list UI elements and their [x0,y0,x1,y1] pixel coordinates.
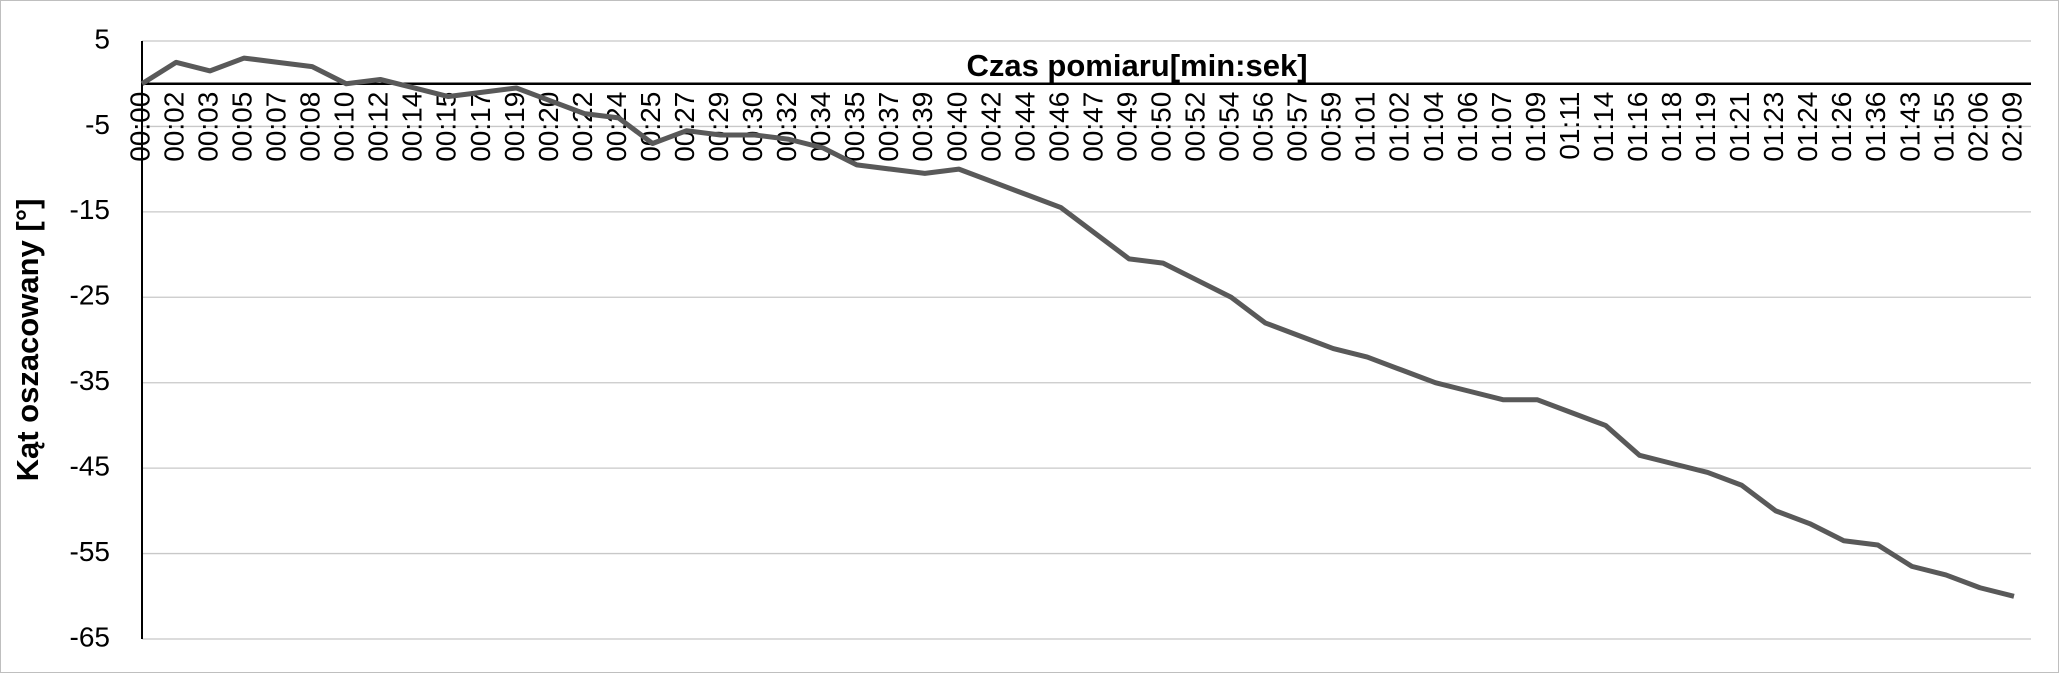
y-tick-label: -65 [70,621,110,652]
x-tick-label: 02:06 [1962,92,1993,162]
x-tick-label: 00:32 [771,92,802,162]
x-tick-label: 00:05 [226,92,257,162]
x-tick-label: 01:09 [1520,92,1551,162]
x-tick-label: 01:16 [1622,92,1653,162]
y-tick-label: -45 [70,451,110,482]
x-tick-label: 00:00 [124,92,155,162]
x-tick-label: 00:22 [567,92,598,162]
x-tick-label: 00:14 [397,92,428,162]
x-tick-label: 00:52 [1180,92,1211,162]
x-tick-label: 01:07 [1486,92,1517,162]
x-tick-label: 00:44 [1009,92,1040,162]
x-tick-label: 01:23 [1758,92,1789,162]
x-tick-label: 01:19 [1690,92,1721,162]
y-tick-label: -5 [85,109,110,140]
x-tick-label: 00:17 [465,92,496,162]
y-tick-label: -15 [70,194,110,225]
x-tick-label: 00:27 [669,92,700,162]
y-tick-label: -25 [70,280,110,311]
x-tick-label: 00:47 [1077,92,1108,162]
x-tick-label: 00:07 [261,92,292,162]
x-tick-label: 00:46 [1043,92,1074,162]
x-tick-label: 00:30 [737,92,768,162]
x-tick-label: 00:54 [1214,92,1245,162]
y-axis-title: Kąt oszacowany [°] [10,199,45,482]
x-tick-label: 00:02 [158,92,189,162]
x-tick-label: 01:04 [1418,92,1449,162]
x-tick-label: 00:49 [1111,92,1142,162]
x-tick-label: 00:08 [295,92,326,162]
x-tick-label: 01:14 [1588,92,1619,162]
x-tick-label: 00:15 [431,92,462,162]
x-tick-label: 00:10 [329,92,360,162]
x-tick-label: 00:57 [1282,92,1313,162]
x-tick-label: 00:03 [192,92,223,162]
x-axis-title: Czas pomiaru[min:sek] [966,48,1307,83]
x-tick-label: 01:36 [1860,92,1891,162]
x-tick-label: 01:43 [1894,92,1925,162]
x-tick-label: 00:25 [635,92,666,162]
x-tick-label: 02:09 [1996,92,2027,162]
x-tick-label: 01:55 [1928,92,1959,162]
y-tick-label: -55 [70,536,110,567]
x-tick-label: 00:19 [499,92,530,162]
x-tick-label: 01:21 [1724,92,1755,162]
x-tick-label: 01:11 [1554,92,1585,160]
y-tick-label: 5 [94,23,110,54]
data-line [140,55,2015,599]
x-tick-label: 00:37 [873,92,904,162]
y-tick-label: -35 [70,365,110,396]
x-tick-label: 00:59 [1316,92,1347,162]
x-tick-label: 00:39 [907,92,938,162]
x-tick-label: 01:06 [1452,92,1483,162]
x-tick-label: 00:50 [1145,92,1176,162]
x-tick-label: 00:42 [975,92,1006,162]
x-tick-label: 01:26 [1826,92,1857,162]
x-tick-label: 00:56 [1248,92,1279,162]
x-tick-label: 00:12 [363,92,394,162]
x-tick-label: 00:29 [703,92,734,162]
x-tick-label: 01:02 [1384,92,1415,162]
x-tick-label: 00:35 [839,92,870,162]
x-tick-label: 00:40 [941,92,972,162]
x-tick-label: 01:24 [1792,92,1823,162]
x-tick-label: 01:18 [1656,92,1687,162]
x-tick-label: 01:01 [1350,92,1381,162]
